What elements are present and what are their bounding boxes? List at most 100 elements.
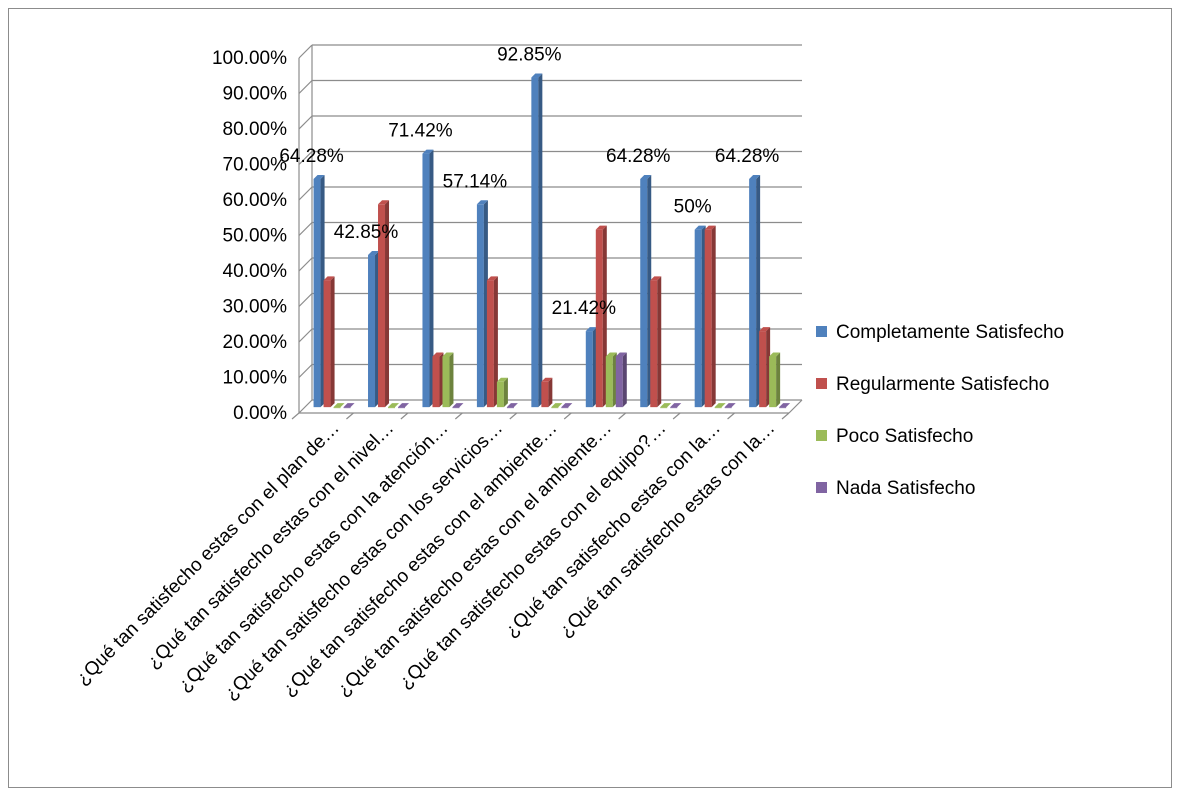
- side-gridline: [298, 257, 313, 272]
- side-gridline: [298, 115, 313, 130]
- x-tick-mark: [727, 412, 735, 420]
- bar-top: [496, 377, 508, 382]
- bar: [670, 407, 678, 409]
- bar: [561, 407, 569, 409]
- bar: [640, 178, 648, 408]
- bar-top: [779, 403, 791, 408]
- bar: [541, 381, 549, 408]
- x-tick-mark: [672, 412, 681, 420]
- bar-top: [476, 200, 488, 205]
- legend-label: Poco Satisfecho: [836, 426, 973, 447]
- bar: [650, 280, 658, 408]
- y-tick-label: 30.00%: [223, 297, 288, 318]
- x-tick-mark: [291, 412, 300, 420]
- legend-swatch: [816, 326, 827, 337]
- legend-label: Completamente Satisfecho: [836, 322, 1064, 343]
- y-tick-label: 100.00%: [212, 48, 287, 69]
- bar-side: [776, 352, 781, 408]
- bar-top: [714, 403, 726, 408]
- bar-top: [704, 225, 716, 230]
- bar-side: [538, 73, 543, 408]
- bar-side: [385, 200, 390, 408]
- bar-side: [449, 352, 454, 408]
- bar-top: [323, 276, 335, 281]
- side-gridline: [298, 328, 313, 343]
- bar: [398, 407, 406, 409]
- bar: [551, 407, 559, 409]
- bar-top: [660, 403, 672, 408]
- bar: [615, 356, 623, 408]
- bar-top: [670, 403, 682, 408]
- bar-top: [724, 403, 736, 408]
- data-label: 64.28%: [606, 146, 671, 167]
- bar: [714, 407, 722, 409]
- bar-top: [398, 403, 410, 408]
- bar-top: [615, 352, 627, 357]
- legend-label: Nada Satisfecho: [836, 478, 975, 499]
- y-tick-label: 20.00%: [223, 332, 288, 353]
- x-tick-mark: [781, 412, 790, 420]
- side-gridline: [298, 186, 313, 201]
- bar-top: [378, 200, 390, 205]
- bar-top: [605, 352, 617, 357]
- bar: [585, 331, 593, 408]
- bar-top: [343, 403, 355, 408]
- bar: [694, 229, 702, 408]
- bar: [531, 77, 539, 408]
- bar-top: [388, 403, 400, 408]
- side-gridline: [298, 293, 313, 307]
- x-tick-mark: [454, 412, 463, 420]
- bar-side: [493, 276, 498, 408]
- bar-side: [657, 276, 662, 408]
- bar-chart: 0.00% 10.00% 20.00% 30.00% 40.00% 50.00% 60.00…: [72, 44, 1064, 704]
- bar: [323, 280, 331, 408]
- data-label: 50%: [674, 197, 712, 218]
- bar: [749, 178, 757, 408]
- bar-top: [442, 352, 454, 357]
- bar-side: [548, 377, 553, 408]
- bar-top: [452, 403, 464, 408]
- bar-top: [650, 276, 662, 281]
- data-label: 42.85%: [334, 222, 399, 243]
- legend-label: Regularmente Satisfecho: [836, 374, 1049, 395]
- bar: [506, 407, 514, 409]
- x-category-label: ¿Qué tan satisfecho estas con el nivel…: [143, 418, 398, 673]
- x-tick-mark: [400, 412, 409, 420]
- data-label: 92.85%: [497, 45, 562, 66]
- side-gridline: [298, 44, 313, 59]
- bar-top: [769, 352, 781, 357]
- y-tick-label: 90.00%: [223, 84, 288, 105]
- bar-top: [561, 403, 573, 408]
- side-gridline: [298, 222, 313, 236]
- data-label: 71.42%: [388, 121, 453, 142]
- bar-top: [759, 327, 771, 332]
- bar-top: [541, 377, 553, 382]
- bar: [496, 381, 504, 408]
- bar-top: [531, 73, 543, 78]
- bar-top: [506, 403, 518, 408]
- chart-frame: 0.00% 10.00% 20.00% 30.00% 40.00% 50.00% 60.00…: [8, 8, 1172, 788]
- x-tick-mark: [509, 412, 518, 420]
- bar-top: [432, 352, 444, 357]
- y-tick-label: 60.00%: [223, 190, 288, 211]
- bar: [442, 356, 450, 408]
- bar: [343, 407, 351, 409]
- data-label: 21.42%: [552, 298, 617, 319]
- bar-side: [429, 149, 434, 408]
- bar: [779, 407, 787, 409]
- side-gridline: [298, 151, 313, 165]
- bar: [704, 229, 712, 408]
- bar-top: [694, 225, 706, 230]
- legend-swatch: [816, 378, 827, 389]
- bar: [486, 280, 494, 408]
- bar-top: [313, 174, 325, 179]
- bar: [422, 153, 430, 408]
- legend-swatch: [816, 430, 827, 441]
- side-gridline: [298, 399, 313, 414]
- bar-top: [551, 403, 563, 408]
- bar: [605, 356, 613, 408]
- bar: [660, 407, 668, 409]
- bar: [313, 178, 321, 408]
- x-tick-mark: [346, 412, 354, 420]
- data-label: 64.28%: [279, 146, 344, 167]
